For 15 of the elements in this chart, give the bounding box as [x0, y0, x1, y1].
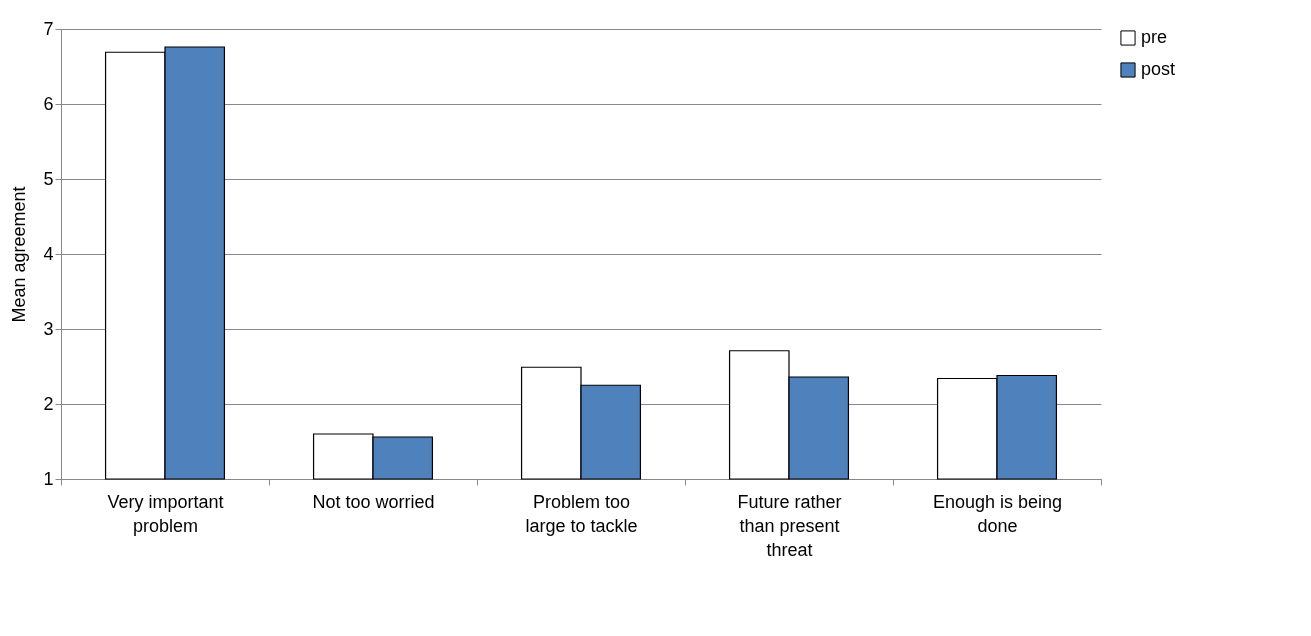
x-tick-label: Very important problem — [107, 491, 224, 536]
y-tick-label: 1 — [43, 468, 54, 489]
x-tick-label: Problem too large to tackle — [525, 491, 638, 536]
y-tick-label: 6 — [43, 93, 54, 114]
y-tick-label: 3 — [43, 318, 54, 339]
y-tick-label: 7 — [43, 18, 54, 39]
legend-label: post — [1141, 59, 1176, 79]
y-tick-label: 5 — [43, 168, 54, 189]
y-axis-title: Mean agreement — [9, 186, 30, 323]
y-tick-label: 4 — [43, 243, 54, 264]
x-tick-label: Not too worried — [312, 491, 435, 512]
legend-label: pre — [1141, 27, 1168, 47]
x-tick-label: Enough is being done — [932, 491, 1063, 536]
x-tick-label: Future rather than present threat — [737, 491, 842, 560]
y-tick-label: 2 — [43, 393, 54, 414]
